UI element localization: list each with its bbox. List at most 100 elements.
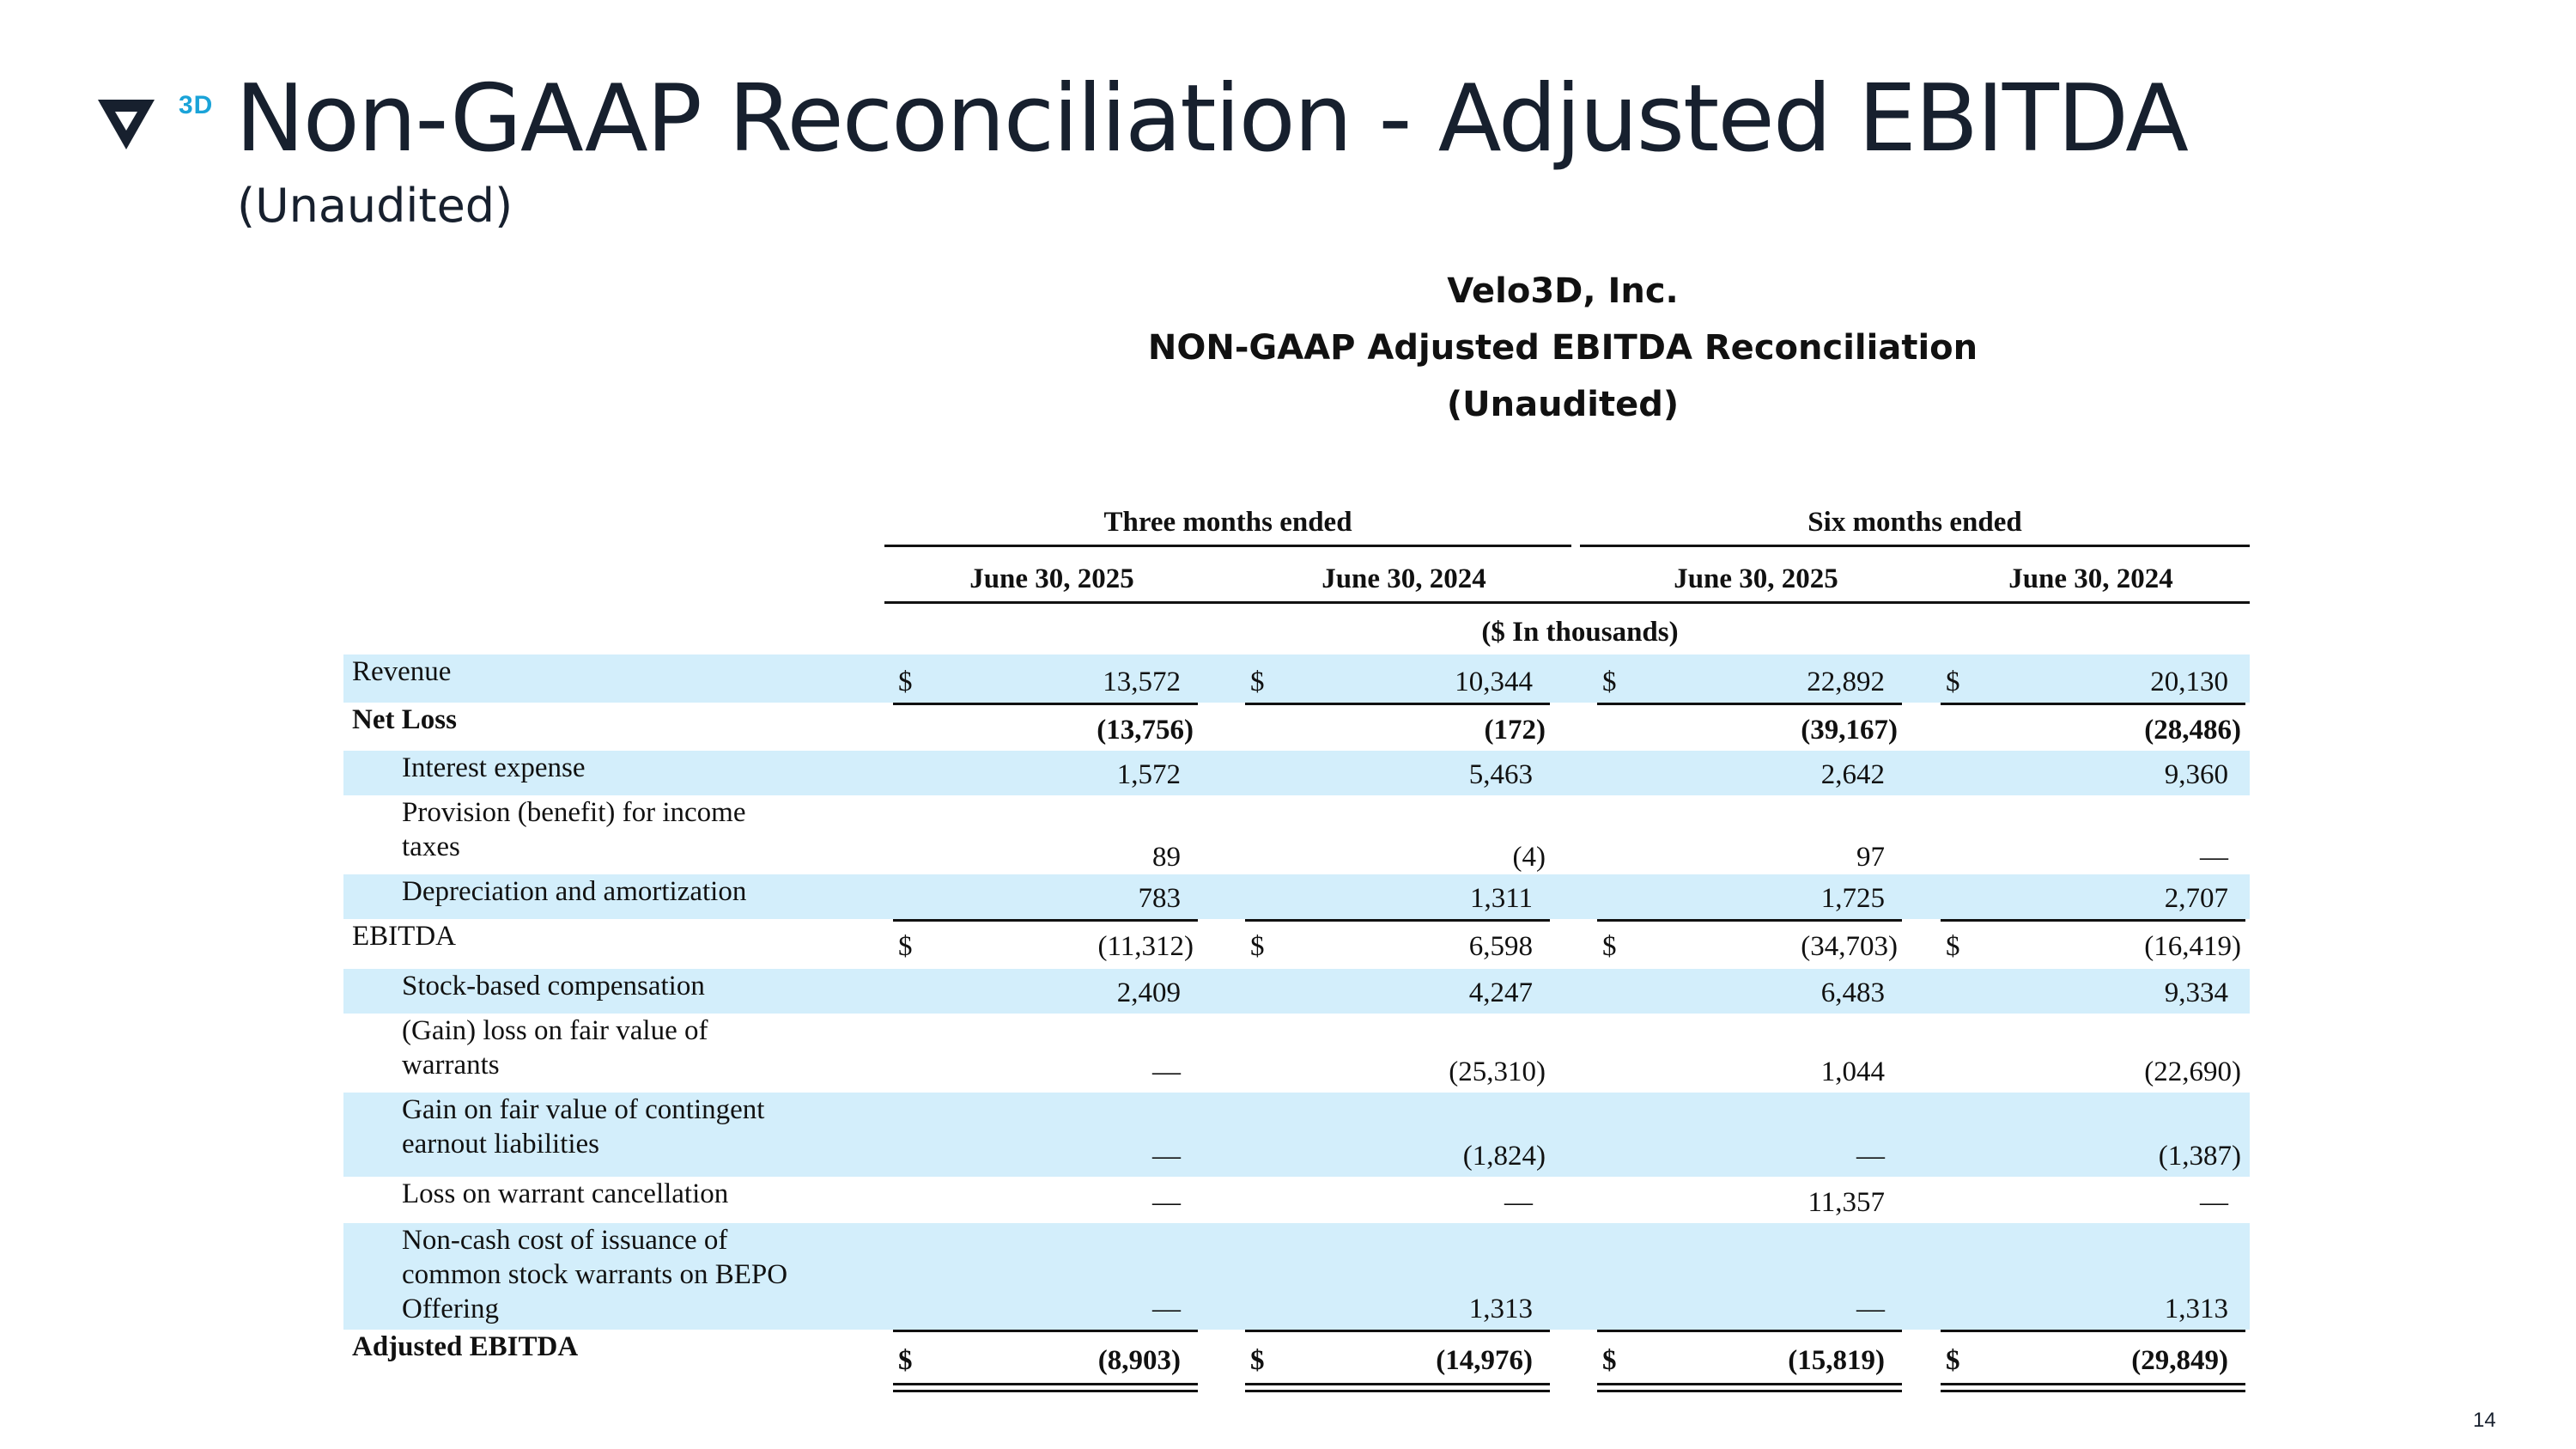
cell-value: — <box>1152 1187 1181 1218</box>
cell-value: 6,483 <box>1820 977 1885 1008</box>
underline <box>1941 1330 2245 1332</box>
row-label: (Gain) loss on fair value of warrants <box>402 1015 708 1081</box>
units-label: ($ In thousands) <box>1481 617 1679 648</box>
cell-value: (13,756) <box>1097 715 1194 746</box>
currency-symbol: $ <box>1602 667 1617 697</box>
page-title: Non-GAAP Reconciliation - Adjusted EBITD… <box>235 65 2189 173</box>
cell-value: 1,313 <box>1468 1294 1533 1324</box>
cell-value: (8,903) <box>1097 1345 1181 1376</box>
currency-symbol: $ <box>1602 931 1617 962</box>
cell-value: (14,976) <box>1436 1345 1533 1376</box>
row-label: Adjusted EBITDA <box>352 1331 579 1362</box>
cell-value: 10,344 <box>1455 667 1533 697</box>
report-heading: NON-GAAP Adjusted EBITDA Reconciliation <box>1147 328 1978 368</box>
underline <box>893 919 1198 922</box>
cell-value: 11,357 <box>1807 1187 1885 1218</box>
underline <box>1245 1330 1550 1332</box>
underline <box>1245 703 1550 705</box>
cell-value: — <box>1152 1294 1181 1324</box>
cell-value: 1,044 <box>1820 1056 1885 1087</box>
cell-value: 97 <box>1856 842 1885 873</box>
row-label: EBITDA <box>352 921 456 952</box>
table-row: Gain on fair value of contingent earnout… <box>343 1093 2250 1177</box>
group-rule <box>1580 545 2250 547</box>
cell-value: (29,849) <box>2131 1345 2228 1376</box>
table-row: Revenue $ 13,572 $ 10,344 $ 22,892 $ 20,… <box>343 654 2250 705</box>
cell-value: (16,419) <box>2144 931 2241 962</box>
cell-value: 1,725 <box>1820 883 1885 914</box>
cell-value: — <box>1152 1056 1181 1087</box>
cell-value: 1,311 <box>1469 883 1533 914</box>
underline <box>1597 703 1902 705</box>
table-row: Net Loss (13,756) (172) (39,167) (28,486… <box>343 703 2250 751</box>
cell-value: 6,598 <box>1468 931 1533 962</box>
underline <box>893 703 1198 705</box>
row-label: Interest expense <box>402 752 586 783</box>
cell-value: 1,572 <box>1116 759 1181 790</box>
cell-value: 9,360 <box>2164 759 2228 790</box>
cell-value: (25,310) <box>1449 1056 1546 1087</box>
cell-value: 1,313 <box>2164 1294 2228 1324</box>
column-header: June 30, 2024 <box>1321 563 1486 594</box>
cell-value: 22,892 <box>1807 667 1885 697</box>
currency-symbol: $ <box>1602 1345 1617 1376</box>
column-header: June 30, 2024 <box>2008 563 2173 594</box>
cell-value: 4,247 <box>1468 977 1533 1008</box>
row-label: Stock-based compensation <box>402 971 705 1002</box>
table-row: Non-cash cost of issuance of common stoc… <box>343 1223 2250 1332</box>
row-label: Revenue <box>352 656 452 687</box>
currency-symbol: $ <box>1250 667 1265 697</box>
group-header-three-months: Three months ended <box>1103 507 1352 538</box>
row-label: Net Loss <box>352 704 457 735</box>
cell-value: — <box>1152 1141 1181 1172</box>
velo3d-logo-icon <box>98 100 155 149</box>
cell-value: — <box>1504 1187 1533 1218</box>
cell-value: 783 <box>1138 883 1182 914</box>
underline <box>1245 919 1550 922</box>
column-header: June 30, 2025 <box>1674 563 1838 594</box>
double-underline <box>893 1383 1198 1392</box>
table-row: Provision (benefit) for income taxes 89 … <box>343 795 2250 874</box>
underline <box>1941 919 2245 922</box>
currency-symbol: $ <box>898 667 913 697</box>
cell-value: (1,824) <box>1462 1141 1546 1172</box>
underline <box>1941 703 2245 705</box>
double-underline <box>1245 1383 1550 1392</box>
underline <box>1597 919 1902 922</box>
cell-value: 13,572 <box>1103 667 1181 697</box>
page-subtitle: (Unaudited) <box>237 179 513 233</box>
cell-value: (15,819) <box>1788 1345 1885 1376</box>
currency-symbol: $ <box>1946 1345 1960 1376</box>
cell-value: (34,703) <box>1801 931 1898 962</box>
currency-symbol: $ <box>898 1345 913 1376</box>
row-label: Provision (benefit) for income taxes <box>402 797 746 862</box>
cell-value: — <box>2200 1187 2228 1218</box>
row-label: Loss on warrant cancellation <box>402 1178 729 1209</box>
logo-3d-text: 3D <box>179 91 214 119</box>
table-row: Loss on warrant cancellation — — 11,357 … <box>343 1177 2250 1223</box>
cell-value: — <box>1856 1141 1885 1172</box>
cell-value: (1,387) <box>2158 1141 2241 1172</box>
cell-value: 9,334 <box>2164 977 2228 1008</box>
cell-value: — <box>2200 842 2228 873</box>
underline <box>893 1330 1198 1332</box>
cell-value: 2,707 <box>2164 883 2228 914</box>
cell-value: 2,409 <box>1116 977 1181 1008</box>
cell-value: 89 <box>1152 842 1181 873</box>
row-label: Gain on fair value of contingent earnout… <box>402 1094 765 1160</box>
table-row: Adjusted EBITDA $ (8,903) $ (14,976) $ (… <box>343 1330 2250 1392</box>
reconciliation-table: Three months ended Six months ended June… <box>343 507 2250 1392</box>
table-row: Depreciation and amortization 783 1,311 … <box>343 874 2250 922</box>
table-row: Stock-based compensation 2,409 4,247 6,4… <box>343 969 2250 1014</box>
report-subheading: (Unaudited) <box>1446 385 1680 424</box>
cell-value: (39,167) <box>1801 715 1898 746</box>
cell-value: (4) <box>1512 842 1546 873</box>
group-rule <box>884 545 1571 547</box>
cell-value: 5,463 <box>1468 759 1533 790</box>
double-underline <box>1941 1383 2245 1392</box>
table-row: (Gain) loss on fair value of warrants — … <box>343 1014 2250 1093</box>
company-name: Velo3D, Inc. <box>1447 271 1679 311</box>
column-header: June 30, 2025 <box>969 563 1134 594</box>
cell-value: (172) <box>1484 715 1546 746</box>
table-row: Interest expense 1,572 5,463 2,642 9,360 <box>343 751 2250 795</box>
